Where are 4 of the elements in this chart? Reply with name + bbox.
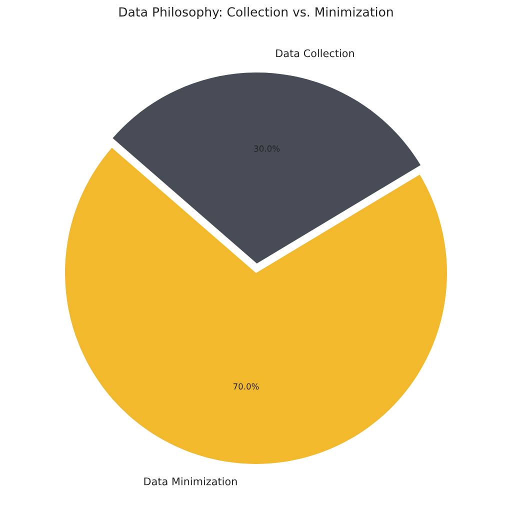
slice-label: Data Minimization xyxy=(144,477,237,486)
chart-title: Data Philosophy: Collection vs. Minimization xyxy=(119,6,393,20)
slice-label: Data Collection xyxy=(276,49,354,58)
data-label: 70.0% xyxy=(233,383,259,390)
